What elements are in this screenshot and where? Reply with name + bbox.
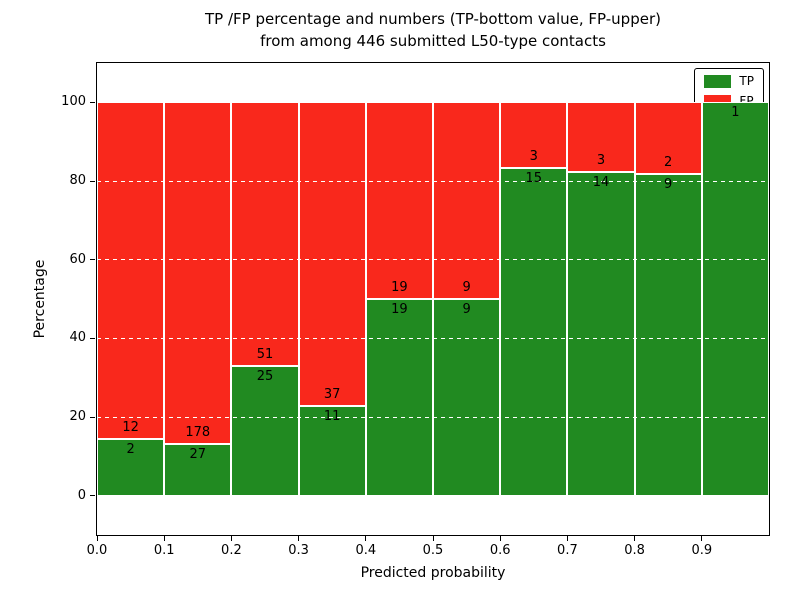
chart-title-line2: from among 446 submitted L50-type contac… [260, 32, 606, 50]
x-tick [230, 536, 232, 541]
tp-bar [433, 299, 501, 496]
tp-count-label: 19 [391, 302, 408, 317]
y-tick-label: 60 [69, 251, 86, 267]
fp-count-label: 178 [185, 424, 211, 440]
h-gridline [97, 101, 769, 103]
h-gridline [97, 495, 769, 497]
h-gridline [97, 180, 769, 182]
x-tick-label: 0.6 [489, 543, 511, 558]
fp-bar [500, 102, 568, 168]
tp-count-label: 25 [256, 369, 274, 385]
v-gridline [432, 63, 434, 535]
fp-count-label: 37 [323, 386, 341, 402]
fp-bar [634, 102, 702, 174]
x-tick [298, 536, 300, 541]
x-tick-label: 0.4 [355, 543, 377, 558]
tp-bar [634, 173, 702, 496]
legend-swatch-tp-icon [704, 74, 732, 88]
fp-bar [231, 102, 299, 367]
y-tick [90, 180, 95, 182]
fp-count-label: 9 [462, 280, 471, 295]
y-tick [90, 101, 95, 103]
tp-bar [365, 299, 433, 496]
tp-count-label: 2 [126, 442, 135, 458]
tp-bar [701, 102, 769, 496]
tp-bar [298, 405, 366, 496]
v-gridline [566, 63, 568, 535]
v-gridline [499, 63, 501, 535]
legend-label: TP [739, 74, 754, 88]
chart-title: TP /FP percentage and numbers (TP-bottom… [96, 8, 770, 52]
y-tick [90, 259, 95, 261]
x-tick [163, 536, 165, 541]
v-gridline [230, 63, 232, 535]
v-gridline [701, 63, 703, 535]
fp-bar [164, 102, 232, 444]
x-tick [566, 536, 568, 541]
fp-count-label: 3 [596, 152, 606, 168]
v-gridline [634, 63, 636, 535]
x-tick [701, 536, 703, 541]
h-gridline [97, 337, 769, 339]
fp-count-label: 12 [122, 420, 139, 436]
chart-title-line1: TP /FP percentage and numbers (TP-bottom… [205, 10, 661, 28]
fp-bar [298, 102, 366, 406]
x-tick-label: 0.1 [153, 543, 175, 558]
fp-bar [567, 102, 635, 172]
x-tick [634, 536, 636, 541]
y-tick-label: 80 [69, 173, 86, 188]
y-tick-label: 100 [61, 94, 86, 110]
tp-count-label: 11 [323, 408, 341, 424]
tp-bar [500, 167, 568, 496]
y-tick [90, 416, 95, 418]
v-gridline [298, 63, 300, 535]
x-tick-label: 0.8 [624, 543, 645, 558]
y-tick-label: 20 [69, 409, 86, 424]
tp-count-label: 9 [664, 176, 673, 192]
x-tick-label: 0.2 [221, 543, 242, 558]
fp-count-label: 3 [529, 148, 538, 164]
y-tick [90, 337, 95, 339]
fp-bar [97, 102, 165, 440]
tp-bar [97, 439, 165, 496]
x-tick-label: 0.3 [288, 543, 309, 558]
fp-count-label: 51 [256, 347, 274, 363]
v-gridline [163, 63, 165, 535]
fp-count-label: 19 [391, 280, 408, 295]
x-tick [365, 536, 367, 541]
x-tick-label: 0.5 [422, 543, 444, 558]
h-gridline [97, 259, 769, 261]
x-tick [96, 536, 98, 541]
y-tick [90, 495, 95, 497]
x-tick-label: 0.9 [691, 543, 713, 558]
tp-bar [567, 171, 635, 496]
y-tick-label: 40 [69, 330, 86, 346]
legend-entry: TP [704, 74, 754, 88]
tp-count-label: 9 [462, 302, 471, 317]
tp-count-label: 14 [592, 174, 610, 190]
tp-bar [164, 443, 232, 496]
x-tick-label: 0.7 [557, 543, 578, 558]
tp-bar [231, 366, 299, 496]
h-gridline [97, 416, 769, 418]
y-axis-label: Percentage [32, 259, 48, 339]
tp-count-label: 1 [731, 105, 740, 121]
y-tick-label: 0 [77, 487, 86, 503]
tp-count-label: 27 [189, 446, 207, 462]
x-tick-label: 0.0 [86, 543, 108, 558]
tp-count-label: 15 [525, 170, 543, 186]
fp-bar [365, 102, 433, 299]
x-tick [432, 536, 434, 541]
x-tick [499, 536, 501, 541]
x-axis-label: Predicted probability [360, 565, 506, 581]
v-gridline [365, 63, 367, 535]
fp-count-label: 2 [664, 154, 673, 170]
fp-bar [433, 102, 501, 299]
